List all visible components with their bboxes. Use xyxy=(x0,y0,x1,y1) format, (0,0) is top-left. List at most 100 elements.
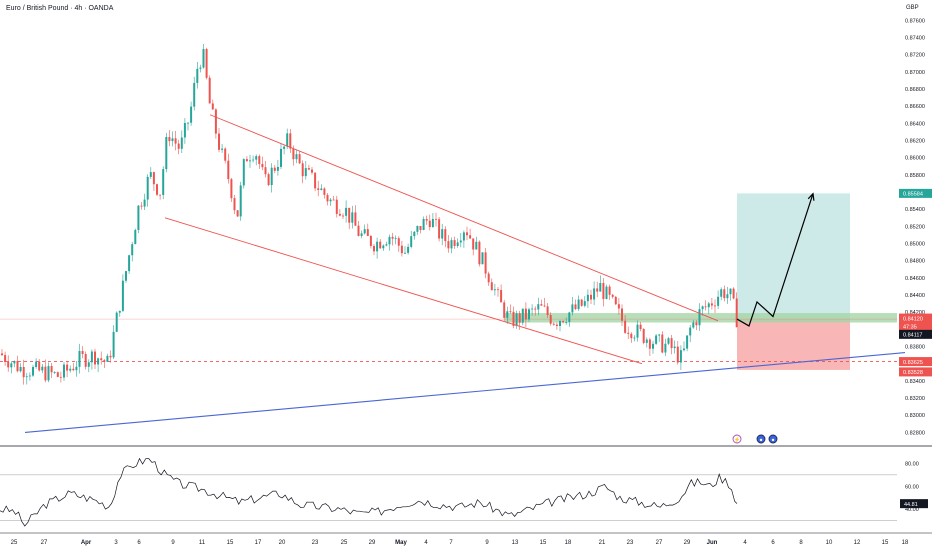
candle-body[interactable] xyxy=(28,375,31,377)
candle-body[interactable] xyxy=(351,212,354,223)
candle-body[interactable] xyxy=(441,229,444,239)
candle-body[interactable] xyxy=(97,358,100,365)
candle-body[interactable] xyxy=(159,194,162,196)
candle-body[interactable] xyxy=(360,233,363,236)
candle-body[interactable] xyxy=(103,360,106,362)
candle-body[interactable] xyxy=(633,337,636,339)
candle-body[interactable] xyxy=(255,156,258,160)
candle-body[interactable] xyxy=(624,320,627,333)
candle-body[interactable] xyxy=(171,138,174,142)
candle-body[interactable] xyxy=(391,236,394,239)
candle-body[interactable] xyxy=(307,168,310,170)
candle-body[interactable] xyxy=(540,304,543,306)
candle-body[interactable] xyxy=(289,133,292,149)
candle-body[interactable] xyxy=(261,163,264,168)
candle-body[interactable] xyxy=(410,236,413,247)
candle-body[interactable] xyxy=(655,335,658,344)
candle-body[interactable] xyxy=(32,367,34,376)
candle-body[interactable] xyxy=(617,304,620,309)
candle-body[interactable] xyxy=(701,306,704,310)
event-marker[interactable] xyxy=(756,434,766,444)
candle-body[interactable] xyxy=(47,366,50,381)
candle-body[interactable] xyxy=(692,322,695,328)
candle-body[interactable] xyxy=(562,320,565,323)
support-zone[interactable] xyxy=(505,313,897,323)
candle-body[interactable] xyxy=(515,313,518,326)
candle-body[interactable] xyxy=(270,167,273,186)
candle-body[interactable] xyxy=(599,282,602,292)
candle-body[interactable] xyxy=(214,109,217,134)
candle-body[interactable] xyxy=(53,372,56,374)
candle-body[interactable] xyxy=(661,334,664,353)
candle-body[interactable] xyxy=(75,366,78,371)
candle-body[interactable] xyxy=(196,68,199,83)
candle-body[interactable] xyxy=(230,179,233,199)
candle-body[interactable] xyxy=(658,334,661,336)
candle-body[interactable] xyxy=(614,296,617,305)
candle-body[interactable] xyxy=(571,304,574,313)
candle-body[interactable] xyxy=(174,138,177,144)
candle-body[interactable] xyxy=(422,219,425,231)
candle-body[interactable] xyxy=(518,313,521,323)
rsi-line[interactable] xyxy=(0,457,738,527)
candle-body[interactable] xyxy=(425,219,428,221)
candle-body[interactable] xyxy=(627,332,630,334)
candle-body[interactable] xyxy=(276,166,279,171)
candle-body[interactable] xyxy=(190,106,193,123)
candle-body[interactable] xyxy=(56,372,59,377)
candle-body[interactable] xyxy=(121,280,124,311)
candle-body[interactable] xyxy=(586,294,589,302)
candle-body[interactable] xyxy=(593,288,596,300)
candle-body[interactable] xyxy=(41,366,44,371)
candle-body[interactable] xyxy=(444,229,447,242)
candle-body[interactable] xyxy=(264,167,267,175)
event-marker[interactable] xyxy=(768,434,778,444)
candle-body[interactable] xyxy=(435,218,437,220)
candle-body[interactable] xyxy=(227,160,230,180)
candle-body[interactable] xyxy=(704,306,707,308)
candle-body[interactable] xyxy=(4,355,7,362)
candle-body[interactable] xyxy=(1,353,3,356)
candle-body[interactable] xyxy=(524,308,527,320)
candle-body[interactable] xyxy=(112,331,115,358)
candle-body[interactable] xyxy=(478,241,481,265)
candle-body[interactable] xyxy=(22,366,25,378)
candle-body[interactable] xyxy=(106,355,109,362)
candle-body[interactable] xyxy=(568,312,571,323)
candle-body[interactable] xyxy=(72,368,75,371)
candle-body[interactable] xyxy=(521,308,524,323)
projection-path[interactable] xyxy=(736,193,814,327)
candle-body[interactable] xyxy=(621,308,623,321)
candle-body[interactable] xyxy=(236,210,239,217)
candle-body[interactable] xyxy=(233,198,236,211)
candle-body[interactable] xyxy=(245,159,248,162)
candle-body[interactable] xyxy=(128,255,131,272)
channel-lower-line[interactable] xyxy=(164,217,643,365)
candle-body[interactable] xyxy=(100,358,103,361)
candle-body[interactable] xyxy=(10,363,13,368)
candle-body[interactable] xyxy=(193,82,196,107)
candle-body[interactable] xyxy=(295,154,298,160)
candle-body[interactable] xyxy=(292,148,295,160)
candle-body[interactable] xyxy=(363,229,366,234)
candle-body[interactable] xyxy=(611,294,614,297)
candle-body[interactable] xyxy=(382,245,385,249)
candle-body[interactable] xyxy=(326,194,329,202)
candle-body[interactable] xyxy=(81,351,84,355)
candle-body[interactable] xyxy=(723,289,726,299)
candle-body[interactable] xyxy=(218,133,220,150)
candle-body[interactable] xyxy=(506,311,509,318)
candle-body[interactable] xyxy=(221,148,224,150)
candle-body[interactable] xyxy=(205,49,208,78)
candle-body[interactable] xyxy=(726,294,729,299)
candle-body[interactable] xyxy=(317,188,320,190)
candle-body[interactable] xyxy=(500,289,503,303)
candle-body[interactable] xyxy=(38,361,41,371)
candle-body[interactable] xyxy=(493,289,496,291)
candle-body[interactable] xyxy=(267,174,270,186)
candle-body[interactable] xyxy=(242,159,245,186)
candle-body[interactable] xyxy=(559,320,561,326)
candle-body[interactable] xyxy=(735,298,738,328)
candle-body[interactable] xyxy=(509,311,512,313)
candle-body[interactable] xyxy=(152,172,155,185)
